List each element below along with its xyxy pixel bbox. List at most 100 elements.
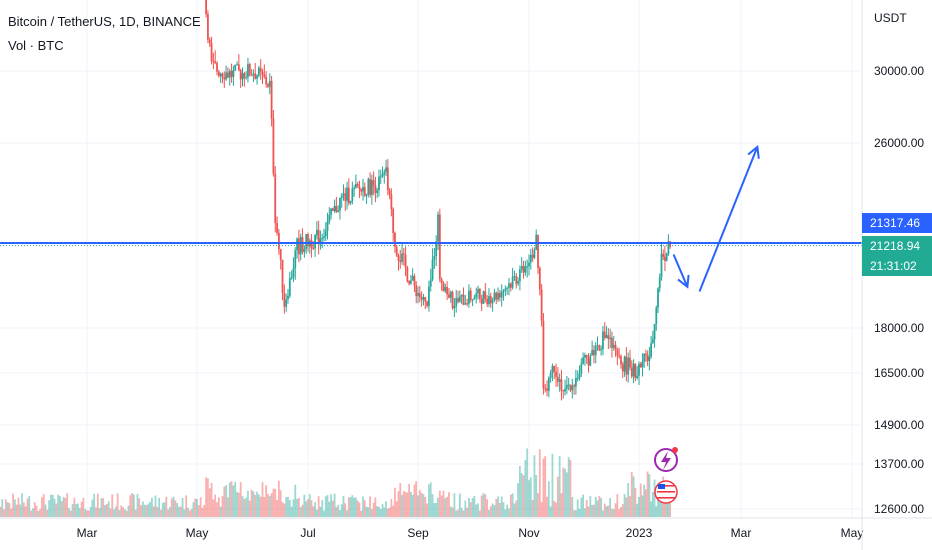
volume-bar — [362, 496, 364, 517]
volume-bar — [363, 500, 366, 517]
candle-body — [593, 350, 595, 356]
volume-bar — [237, 492, 240, 517]
volume-bar — [219, 506, 222, 517]
lightning-glyph — [661, 451, 671, 470]
candle-body — [634, 363, 637, 379]
volume-bar — [178, 506, 180, 517]
candle-body — [431, 259, 434, 280]
time-tick-label: Mar — [731, 526, 752, 540]
candle-body — [294, 250, 297, 269]
candle-body — [351, 188, 354, 201]
volume-bar — [495, 499, 498, 517]
volume-bar — [123, 509, 126, 517]
volume-bar — [424, 497, 427, 517]
volume-bar — [629, 496, 631, 517]
volume-bar — [415, 481, 418, 517]
volume-bar — [355, 497, 357, 517]
volume-bar — [105, 503, 108, 517]
time-tick-label: Nov — [518, 526, 539, 540]
volume-bar — [497, 496, 499, 517]
candle-body — [508, 283, 510, 288]
candle-body — [207, 14, 209, 40]
volume-bar — [493, 505, 496, 517]
volume-bar — [372, 502, 375, 517]
volume-bar — [234, 481, 237, 517]
price-tick-label: 13700.00 — [874, 457, 924, 471]
grid — [0, 0, 862, 518]
candle-body — [520, 265, 523, 270]
drawings[interactable] — [0, 144, 862, 504]
candle-body — [664, 256, 666, 261]
volume-bar — [344, 503, 347, 517]
time-tick-label: Jul — [300, 526, 315, 540]
volume-bar — [565, 472, 568, 517]
candle-body — [267, 84, 269, 87]
candle-body — [475, 293, 478, 298]
volume-bar — [468, 497, 470, 517]
candle-body — [551, 365, 554, 373]
candle-body — [370, 180, 373, 195]
volume-bar — [551, 453, 554, 517]
candle-body — [611, 337, 613, 348]
volume-bar — [526, 448, 529, 517]
volume-bar — [477, 503, 479, 517]
volume-bar — [428, 484, 430, 517]
candle-body — [331, 208, 334, 211]
volume-bar — [161, 502, 164, 517]
candle-body — [408, 281, 411, 284]
volume-bar — [169, 506, 171, 517]
candle-body — [315, 229, 318, 236]
volume-bar — [564, 468, 566, 517]
volume-bar — [546, 496, 548, 517]
candle-body — [587, 358, 590, 366]
volume-bar — [650, 501, 653, 517]
candle-body — [605, 335, 608, 338]
volume-bar — [277, 480, 280, 517]
volume-bar — [569, 459, 572, 517]
volume-bar — [406, 492, 409, 517]
volume-bar — [230, 481, 233, 517]
candle-body — [462, 294, 465, 305]
volume-bar — [529, 477, 532, 517]
candle-body — [214, 61, 217, 63]
volume-bar — [522, 475, 525, 517]
volume-bar — [239, 482, 242, 517]
candle-body — [562, 390, 565, 392]
candle-body — [522, 265, 525, 273]
candle-body — [424, 297, 427, 302]
candle-body — [509, 283, 512, 288]
volume-bar — [194, 498, 197, 517]
candle-body — [259, 67, 262, 72]
candle-body — [515, 276, 518, 284]
volume-bar — [489, 506, 492, 517]
candle-body — [542, 320, 545, 389]
candle-body — [502, 290, 505, 292]
volume-bar — [172, 496, 175, 517]
candle-body — [378, 176, 380, 191]
volume-bar — [369, 496, 371, 517]
candle-body — [381, 174, 384, 177]
price-tick-label: 12600.00 — [874, 502, 924, 516]
volume-bar — [91, 499, 94, 517]
line-price-label: 21317.46 — [862, 213, 932, 233]
candle-body — [630, 367, 633, 377]
candle-body — [549, 372, 552, 378]
candle-body — [274, 173, 277, 223]
candle-body — [399, 260, 402, 262]
volume-bar — [303, 494, 306, 517]
volume-bar — [203, 504, 206, 517]
candle-body — [426, 301, 428, 306]
candle-body — [636, 375, 639, 379]
flag-stripe — [657, 491, 675, 493]
volume-bar — [39, 509, 42, 517]
volume-bar — [520, 473, 523, 517]
volume-bar — [87, 510, 90, 517]
volume-bar — [225, 485, 228, 517]
volume-bar — [305, 501, 308, 517]
volume-bar — [502, 502, 505, 517]
candle-body — [448, 294, 450, 298]
volume-bar — [533, 455, 536, 517]
volume-bar — [28, 496, 31, 517]
candle-body — [468, 290, 470, 304]
